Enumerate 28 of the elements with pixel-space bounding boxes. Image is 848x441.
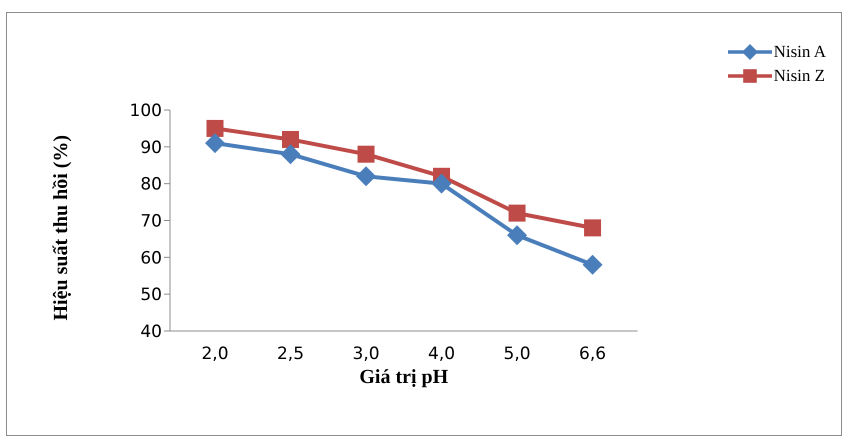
y-tick-label: 60 <box>140 248 162 268</box>
y-tick-label: 50 <box>140 285 162 306</box>
x-tick-label: 4,0 <box>428 344 456 364</box>
y-tick-label: 80 <box>140 174 162 195</box>
y-tick-label: 40 <box>140 322 162 342</box>
point <box>356 166 376 186</box>
point <box>507 225 528 246</box>
x-tick-label: 3,0 <box>352 344 380 364</box>
y-tick-label: 70 <box>140 212 162 232</box>
point <box>206 120 224 137</box>
y-tick-label: 90 <box>140 138 162 158</box>
point <box>280 144 301 164</box>
x-axis-title: Giá trị pH <box>359 366 449 388</box>
y-axis-title: Hiệu suất thu hồi (%) <box>50 134 72 320</box>
point <box>205 133 225 154</box>
point <box>508 204 526 222</box>
point <box>358 146 375 163</box>
legend-label: Nisin Z <box>774 66 826 86</box>
point <box>282 130 300 148</box>
point <box>432 174 452 194</box>
x-tick-label: 5,0 <box>504 344 531 364</box>
x-tick-label: 2,0 <box>201 344 229 364</box>
x-tick-label: 6,6 <box>579 344 606 364</box>
legend-label: Nisin A <box>774 42 826 62</box>
x-tick-label: 2,5 <box>276 344 304 364</box>
point <box>582 254 603 275</box>
y-tick-label: 100 <box>130 101 162 122</box>
point <box>584 219 602 236</box>
